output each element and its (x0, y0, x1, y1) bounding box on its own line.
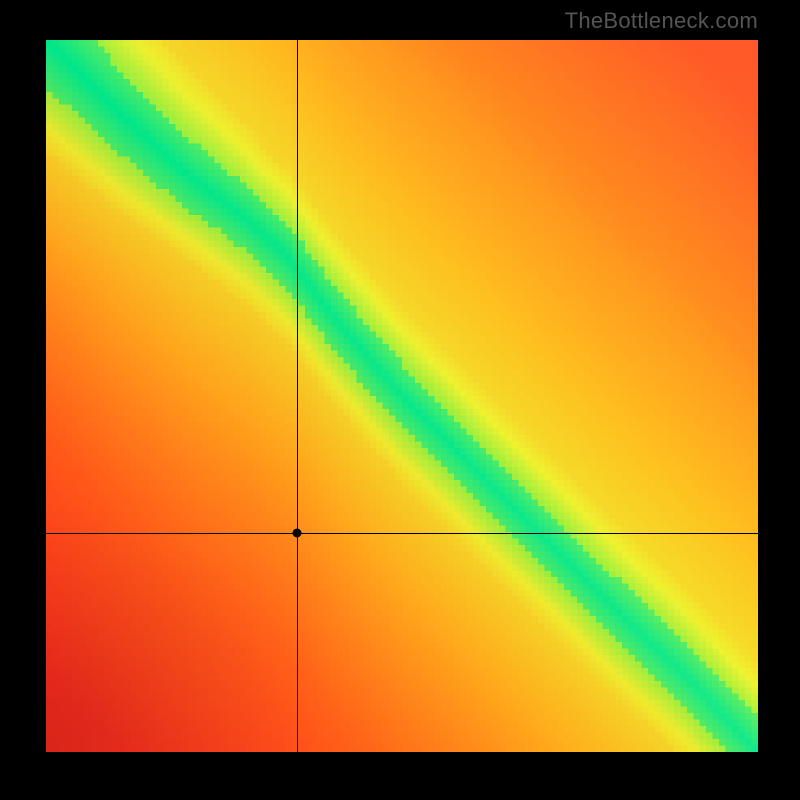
crosshair-horizontal (46, 533, 758, 534)
watermark-text: TheBottleneck.com (565, 8, 758, 34)
heatmap-canvas (46, 40, 758, 752)
crosshair-marker-dot (293, 529, 302, 538)
heatmap-plot (46, 40, 758, 752)
crosshair-vertical (297, 40, 298, 752)
